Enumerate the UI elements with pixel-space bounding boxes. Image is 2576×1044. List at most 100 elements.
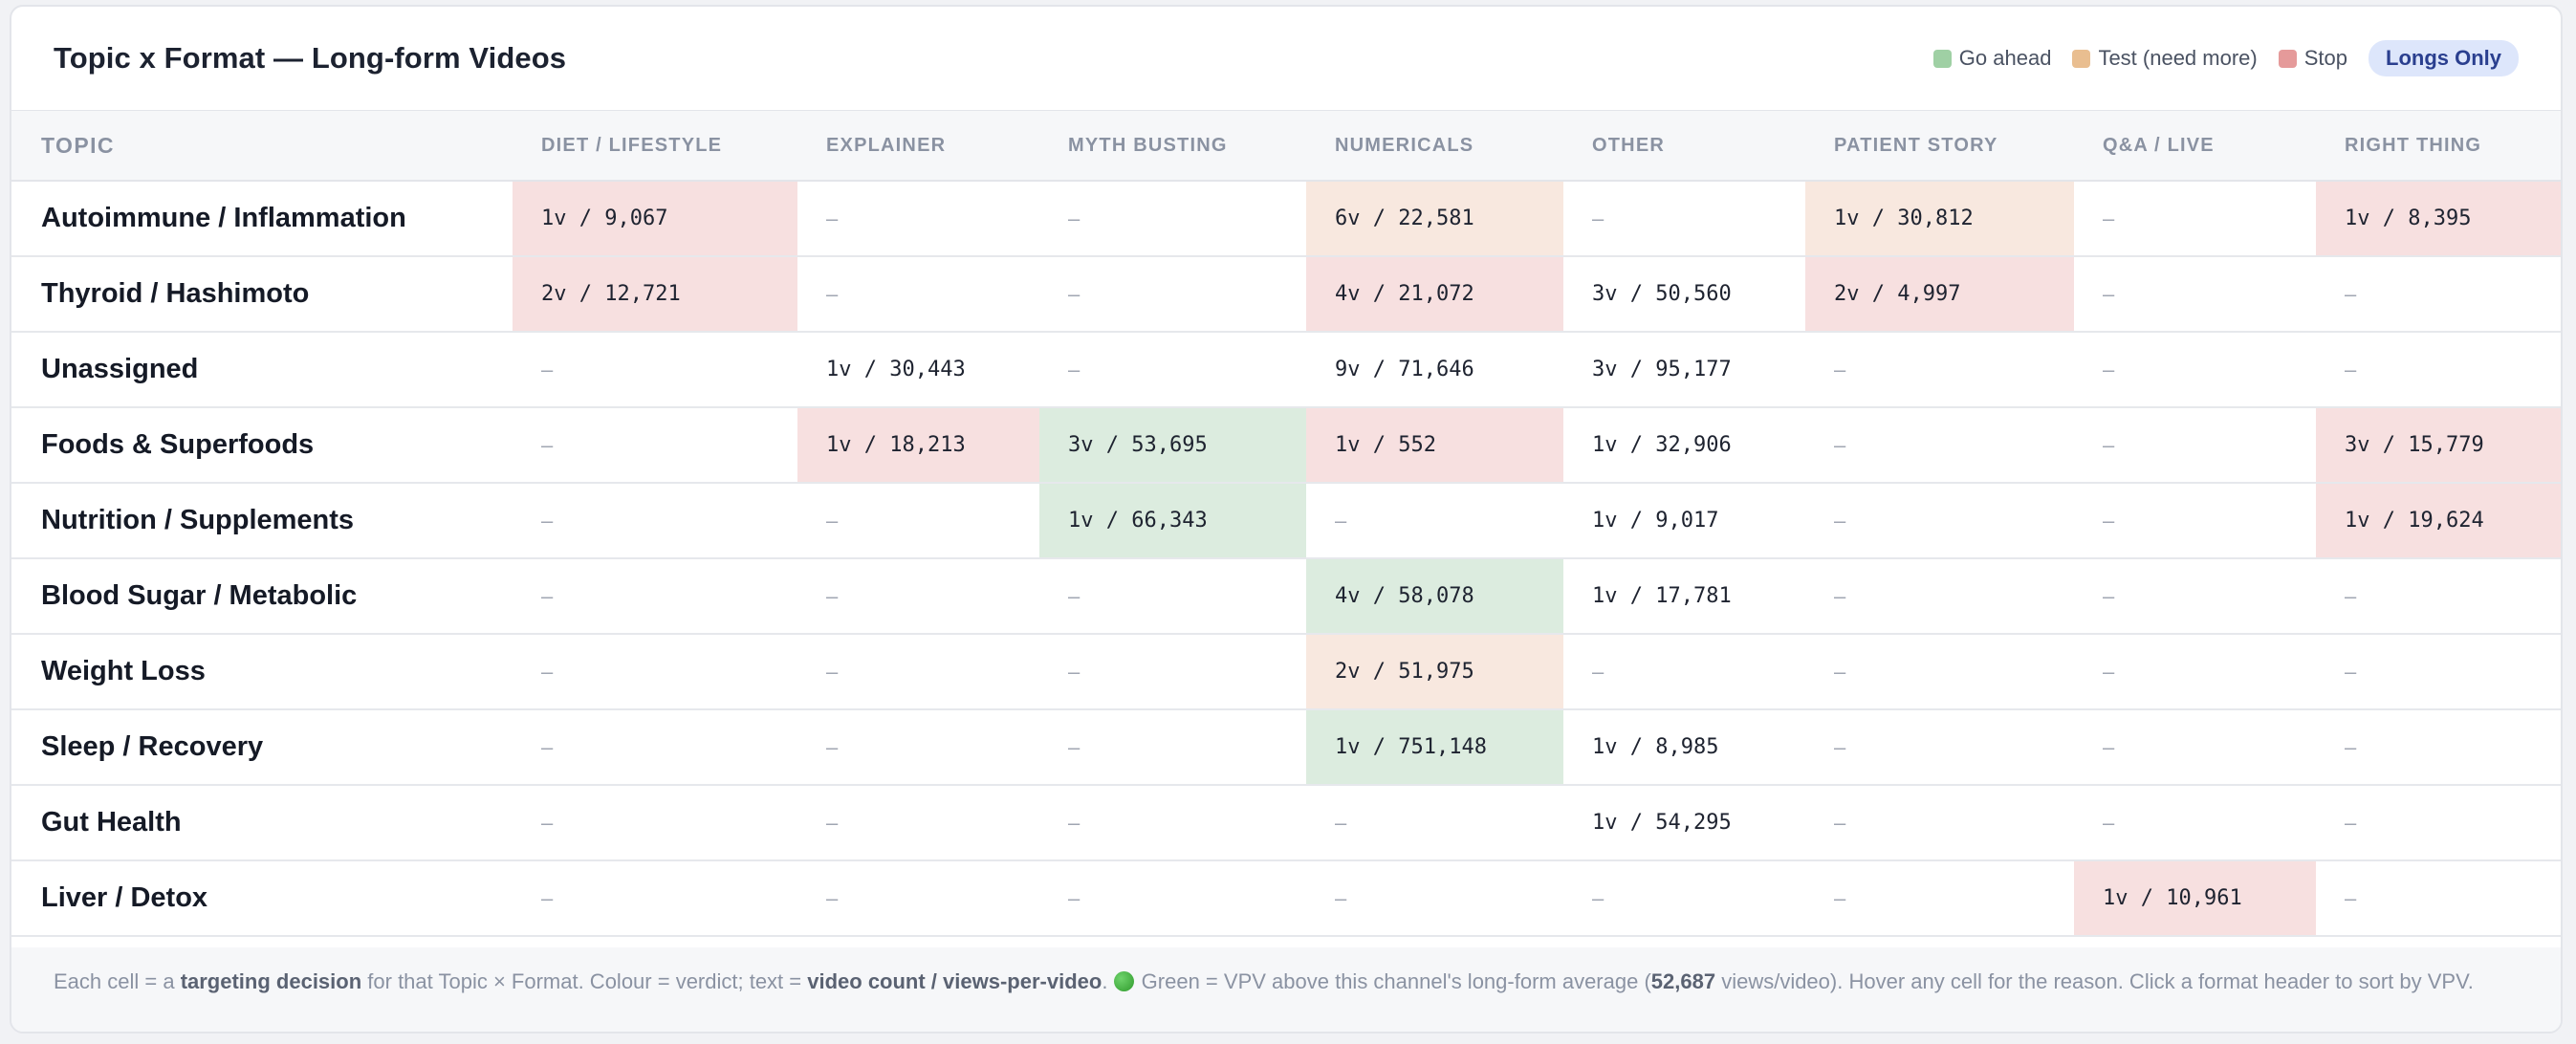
- empty-cell[interactable]: –: [1039, 558, 1306, 635]
- empty-cell[interactable]: –: [513, 785, 797, 861]
- empty-cell[interactable]: –: [2074, 256, 2316, 333]
- legend-stop-label: Stop: [2303, 46, 2347, 70]
- heatmap-cell[interactable]: 3v / 50,560: [1563, 256, 1805, 333]
- heatmap-cell[interactable]: 4v / 58,078: [1306, 558, 1563, 635]
- empty-cell[interactable]: –: [797, 256, 1039, 333]
- empty-cell[interactable]: –: [1805, 483, 2074, 559]
- heatmap-cell[interactable]: 1v / 8,395: [2316, 181, 2561, 257]
- empty-cell[interactable]: –: [1805, 558, 2074, 635]
- heatmap-cell[interactable]: 9v / 71,646: [1306, 332, 1563, 408]
- heatmap-cell[interactable]: 1v / 9,017: [1563, 483, 1805, 559]
- empty-cell[interactable]: –: [2316, 558, 2561, 635]
- heatmap-cell[interactable]: 1v / 9,067: [513, 181, 797, 257]
- empty-cell[interactable]: –: [2316, 634, 2561, 710]
- empty-cell[interactable]: –: [2074, 483, 2316, 559]
- empty-cell[interactable]: –: [2074, 634, 2316, 710]
- heatmap-cell[interactable]: 1v / 66,343: [1039, 483, 1306, 559]
- heatmap-cell[interactable]: 1v / 552: [1306, 407, 1563, 484]
- empty-cell[interactable]: –: [2316, 860, 2561, 937]
- empty-cell[interactable]: –: [2316, 785, 2561, 861]
- column-header-format[interactable]: MYTH BUSTING: [1039, 110, 1306, 182]
- heatmap-cell[interactable]: 2v / 4,997: [1805, 256, 2074, 333]
- column-header-format[interactable]: RIGHT THING: [2316, 110, 2561, 182]
- empty-cell[interactable]: –: [2074, 407, 2316, 484]
- heatmap-cell[interactable]: 3v / 15,779: [2316, 407, 2561, 484]
- empty-cell[interactable]: –: [1805, 634, 2074, 710]
- heatmap-cell[interactable]: 1v / 19,624: [2316, 483, 2561, 559]
- empty-cell[interactable]: –: [2074, 558, 2316, 635]
- topic-label: Thyroid / Hashimoto: [11, 256, 513, 333]
- empty-cell[interactable]: –: [1039, 709, 1306, 786]
- heatmap-cell[interactable]: 1v / 751,148: [1306, 709, 1563, 786]
- topic-label: Unassigned: [11, 332, 513, 408]
- empty-cell[interactable]: –: [1805, 407, 2074, 484]
- empty-cell[interactable]: –: [797, 558, 1039, 635]
- longs-only-badge[interactable]: Longs Only: [2369, 40, 2519, 76]
- empty-cell[interactable]: –: [1306, 860, 1563, 937]
- empty-cell[interactable]: –: [1563, 634, 1805, 710]
- empty-cell[interactable]: –: [1563, 860, 1805, 937]
- empty-cell[interactable]: –: [1039, 860, 1306, 937]
- empty-cell[interactable]: –: [513, 634, 797, 710]
- empty-cell[interactable]: –: [1805, 709, 2074, 786]
- column-header-format[interactable]: PATIENT STORY: [1805, 110, 2074, 182]
- empty-cell[interactable]: –: [1306, 483, 1563, 559]
- empty-cell[interactable]: –: [513, 709, 797, 786]
- empty-cell[interactable]: –: [797, 785, 1039, 861]
- heatmap-cell[interactable]: 1v / 30,812: [1805, 181, 2074, 257]
- empty-cell[interactable]: –: [1805, 785, 2074, 861]
- topic-label: Liver / Detox: [11, 860, 513, 937]
- heatmap-cell[interactable]: 1v / 17,781: [1563, 558, 1805, 635]
- column-header-format[interactable]: Q&A / LIVE: [2074, 110, 2316, 182]
- heatmap-cell[interactable]: 6v / 22,581: [1306, 181, 1563, 257]
- empty-cell[interactable]: –: [1039, 634, 1306, 710]
- empty-cell[interactable]: –: [1805, 332, 2074, 408]
- empty-cell[interactable]: –: [1805, 860, 2074, 937]
- empty-cell[interactable]: –: [1039, 332, 1306, 408]
- table-row: Blood Sugar / Metabolic – – –4v / 58,078 1v …: [11, 558, 2561, 635]
- heatmap-cell[interactable]: 4v / 21,072: [1306, 256, 1563, 333]
- empty-cell[interactable]: –: [797, 860, 1039, 937]
- empty-cell[interactable]: –: [1039, 256, 1306, 333]
- table-row: Weight Loss – – –2v / 51,975– – – –: [11, 634, 2561, 710]
- empty-cell[interactable]: –: [797, 709, 1039, 786]
- empty-cell[interactable]: –: [2316, 256, 2561, 333]
- heatmap-cell[interactable]: 3v / 53,695: [1039, 407, 1306, 484]
- legend-go-swatch: [1932, 49, 1952, 68]
- column-header-format[interactable]: NUMERICALS: [1306, 110, 1563, 182]
- column-header-format[interactable]: DIET / LIFESTYLE: [513, 110, 797, 182]
- empty-cell[interactable]: –: [797, 483, 1039, 559]
- empty-cell[interactable]: –: [2316, 332, 2561, 408]
- column-header-format[interactable]: EXPLAINER: [797, 110, 1039, 182]
- empty-cell[interactable]: –: [797, 634, 1039, 710]
- empty-cell[interactable]: –: [2074, 181, 2316, 257]
- empty-cell[interactable]: –: [513, 558, 797, 635]
- heatmap-cell[interactable]: 3v / 95,177: [1563, 332, 1805, 408]
- heatmap-cell[interactable]: 2v / 12,721: [513, 256, 797, 333]
- empty-cell[interactable]: –: [1306, 785, 1563, 861]
- empty-cell[interactable]: –: [1039, 181, 1306, 257]
- empty-cell[interactable]: –: [513, 407, 797, 484]
- footer-bold-targeting: targeting decision: [180, 969, 362, 993]
- heatmap-cell[interactable]: 1v / 18,213: [797, 407, 1039, 484]
- column-header-format[interactable]: OTHER: [1563, 110, 1805, 182]
- empty-cell[interactable]: –: [2074, 785, 2316, 861]
- empty-cell[interactable]: –: [2316, 709, 2561, 786]
- heatmap-cell[interactable]: 1v / 54,295: [1563, 785, 1805, 861]
- footer-text: .: [1102, 969, 1114, 993]
- empty-cell[interactable]: –: [1039, 785, 1306, 861]
- empty-cell[interactable]: –: [797, 181, 1039, 257]
- heatmap-cell[interactable]: 2v / 51,975: [1306, 634, 1563, 710]
- topic-label: Autoimmune / Inflammation: [11, 181, 513, 257]
- empty-cell[interactable]: –: [2074, 332, 2316, 408]
- empty-cell[interactable]: –: [513, 332, 797, 408]
- heatmap-cell[interactable]: 1v / 8,985: [1563, 709, 1805, 786]
- empty-cell[interactable]: –: [2074, 709, 2316, 786]
- heatmap-cell[interactable]: 1v / 10,961: [2074, 860, 2316, 937]
- heatmap-cell[interactable]: 1v / 30,443: [797, 332, 1039, 408]
- empty-cell[interactable]: –: [1563, 181, 1805, 257]
- empty-cell[interactable]: –: [513, 860, 797, 937]
- topic-label: Sleep / Recovery: [11, 709, 513, 786]
- empty-cell[interactable]: –: [513, 483, 797, 559]
- heatmap-cell[interactable]: 1v / 32,906: [1563, 407, 1805, 484]
